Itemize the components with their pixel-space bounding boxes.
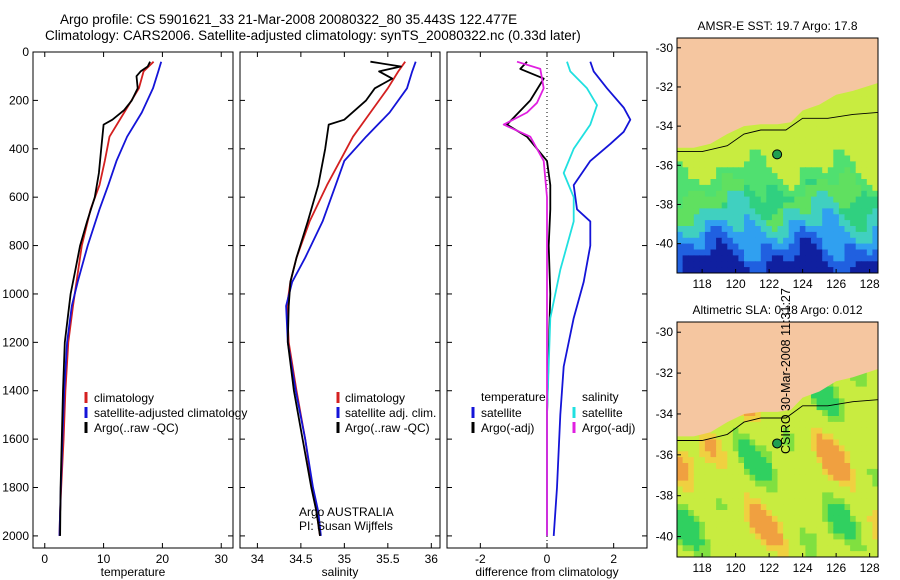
y-tick-label: 1000 (2, 287, 29, 301)
y-tick-label: 1400 (2, 384, 29, 398)
legend-header: temperature (481, 390, 546, 404)
x-tick-label: 10 (97, 552, 111, 566)
title-line-2: Climatology: CARS2006. Satellite-adjuste… (45, 28, 581, 43)
map-field (677, 38, 878, 273)
legend-label: Argo(..raw -QC) (94, 421, 179, 435)
y-tick-label: 2000 (2, 529, 29, 543)
series-line (502, 60, 548, 536)
series-line (552, 61, 632, 536)
y-tick-label: -36 (656, 158, 674, 172)
y-tick-label: -38 (656, 489, 674, 503)
x-tick-label: 122 (759, 277, 779, 291)
x-tick-label: 120 (726, 561, 746, 575)
x-tick-label: 35 (338, 552, 352, 566)
x-axis-label: temperature (101, 565, 166, 579)
x-axis-label: difference from climatology (475, 565, 618, 579)
y-tick-label: 1200 (2, 335, 29, 349)
map-frame (676, 321, 879, 558)
y-tick-label: -40 (656, 237, 674, 251)
x-tick-label: 35.5 (376, 552, 400, 566)
x-tick-label: 128 (860, 561, 880, 575)
x-tick-label: 124 (793, 277, 813, 291)
x-tick-label: 36 (425, 552, 439, 566)
x-tick-label: 120 (726, 277, 746, 291)
x-tick-label: -2 (475, 552, 486, 566)
series-line (506, 61, 552, 536)
legend-label: satellite (481, 406, 522, 420)
x-tick-label: 34.5 (289, 552, 313, 566)
x-tick-label: 2 (610, 552, 617, 566)
plot-frame (239, 51, 441, 549)
x-tick-label: 20 (156, 552, 170, 566)
y-tick-label: 400 (9, 142, 29, 156)
map-sst: 118 120 122 124 126 128 -30 -32 -34 -36 -38 -40 AMSR… (656, 19, 880, 291)
x-tick-label: 126 (826, 561, 846, 575)
legend-header: salinity (582, 390, 619, 404)
legend-label: Argo(-adj) (582, 421, 635, 435)
y-tick-label: -40 (656, 530, 674, 544)
axes-temperature: 0 10 20 30 0 200 400 600 800 1000 1200 1400 1600 1800… (2, 45, 247, 579)
y-tick-label: 0 (22, 45, 29, 59)
argo-position-marker (772, 438, 783, 449)
x-tick-label: 122 (759, 561, 779, 575)
y-tick-label: 1800 (2, 481, 29, 495)
map-field (677, 322, 878, 557)
legend-label: climatology (94, 391, 154, 405)
series-line (285, 61, 417, 536)
side-stamp: CSIRO 30-Mar-2008 11:31:27 (779, 288, 793, 454)
shelf-contour (677, 399, 878, 441)
series-line (286, 61, 406, 537)
legend-label: Argo(..raw -QC) (345, 421, 430, 435)
series-line (286, 60, 402, 537)
series-line (546, 61, 598, 536)
legend-label: climatology (345, 391, 405, 405)
land-mass (677, 38, 878, 148)
legend-label: satellite-adjusted climatology (94, 406, 247, 420)
x-tick-label: 0 (41, 552, 48, 566)
y-tick-label: -32 (656, 80, 674, 94)
y-tick-label: 200 (9, 93, 29, 107)
y-tick-label: 1600 (2, 432, 29, 446)
legend-label: satellite (582, 406, 623, 420)
annotation-text: Argo AUSTRALIA (299, 505, 394, 519)
land-mass (677, 322, 878, 437)
y-tick-label: -38 (656, 197, 674, 211)
legend-label: Argo(-adj) (481, 421, 534, 435)
y-tick-label: -30 (656, 41, 674, 55)
y-tick-label: 600 (9, 190, 29, 204)
map-frame (676, 37, 879, 274)
legend-label: satellite adj. clim. (345, 406, 436, 420)
x-tick-label: 124 (793, 561, 813, 575)
x-tick-label: 128 (860, 277, 880, 291)
map-title: Altimetric SLA: 0.18 Argo: 0.012 (692, 303, 862, 317)
map-sla: 118 120 122 124 126 128 -30 -32 -34 -36 -38 -40 Alti… (656, 303, 880, 575)
map-title: AMSR-E SST: 19.7 Argo: 17.8 (697, 19, 857, 33)
y-tick-label: -34 (656, 407, 674, 421)
x-tick-label: 126 (826, 277, 846, 291)
series-line (59, 61, 151, 536)
x-tick-label: 118 (693, 277, 712, 291)
title-line-1: Argo profile: CS 5901621_33 21-Mar-2008 … (60, 12, 518, 27)
axes-salinity: 34 34.5 35 35.5 36 salinity climatologysatelli… (239, 51, 441, 579)
x-axis-label: salinity (322, 565, 359, 579)
x-tick-label: 0 (544, 552, 551, 566)
y-tick-label: 800 (9, 239, 29, 253)
x-tick-label: 118 (693, 561, 712, 575)
y-tick-label: -34 (656, 119, 674, 133)
y-tick-label: -36 (656, 448, 674, 462)
annotation-text: PI: Susan Wijffels (299, 519, 393, 533)
y-tick-label: -30 (656, 325, 674, 339)
argo-position-marker (772, 149, 783, 160)
y-tick-label: -32 (656, 366, 674, 380)
x-tick-label: 34 (251, 552, 265, 566)
x-tick-label: 30 (215, 552, 229, 566)
shelf-contour (677, 111, 878, 153)
plot-frame (32, 51, 234, 549)
